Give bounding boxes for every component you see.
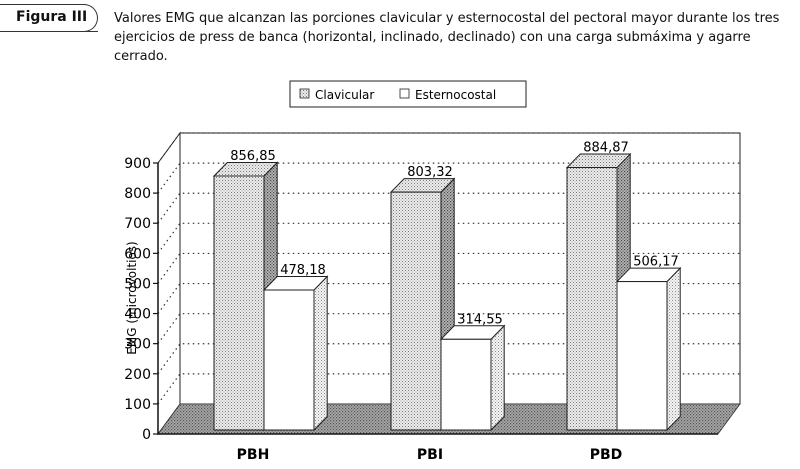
y-tick-label: 400: [124, 307, 151, 323]
bar-esternocostal-side: [490, 324, 505, 432]
y-tick-label: 100: [124, 397, 151, 413]
y-axis-title: EMG (microvoltios): [125, 241, 139, 354]
gridline: [157, 313, 740, 345]
bar-esternocostal: [440, 338, 492, 431]
bar-clavicular: [566, 167, 618, 431]
gridline: [157, 343, 740, 375]
bar-esternocostal: [616, 281, 668, 431]
x-category-label: PBD: [590, 447, 623, 463]
gridline: [157, 192, 740, 224]
y-tick-label: 300: [124, 337, 151, 353]
legend: Clavicular Esternocostal: [289, 80, 527, 108]
figure-caption: Valores EMG que alcanzan las porciones c…: [114, 11, 780, 64]
bar-clavicular: [390, 191, 442, 431]
gridline: [157, 373, 740, 405]
legend-label-clavicular: Clavicular: [315, 88, 374, 102]
gridline: [157, 162, 740, 194]
bar-esternocostal-group: [262, 275, 329, 432]
side-wall: [157, 131, 181, 436]
legend-swatch-esternocostal: [399, 88, 410, 99]
bar-esternocostal-value-label: 506,17: [633, 255, 679, 270]
bar-esternocostal-side: [666, 266, 681, 432]
figure-label: Figura III: [16, 9, 88, 25]
bar-clavicular-group: [212, 161, 279, 432]
x-category-label: PBI: [417, 447, 443, 463]
x-category-label: PBH: [237, 447, 270, 463]
bar-clavicular: [213, 175, 265, 431]
bar-esternocostal-group: [615, 266, 682, 432]
y-tick-label: 700: [124, 216, 151, 232]
gridline: [157, 282, 740, 314]
gridline: [157, 252, 740, 284]
y-tick-label: 0: [142, 427, 151, 443]
y-tick-label: 500: [124, 276, 151, 292]
plot-area: 0 100 200 300 400 500 600 700 800 900 856,85 478,18…: [124, 131, 741, 463]
bar-esternocostal-side: [313, 275, 328, 432]
y-tick-label: 800: [124, 186, 151, 202]
y-tick-label: 900: [124, 156, 151, 172]
y-tick-label: 200: [124, 367, 151, 383]
bar-clavicular-value-label: 856,85: [230, 149, 276, 164]
gridline: [157, 222, 740, 254]
bar-clavicular-group: [389, 177, 456, 432]
figure-label-rule: [0, 31, 98, 32]
bar-esternocostal-value-label: 314,55: [457, 312, 503, 327]
legend-swatch-clavicular: [299, 88, 310, 99]
bar-clavicular-value-label: 884,87: [583, 141, 629, 156]
bar-esternocostal-group: [439, 324, 506, 432]
bar-esternocostal: [263, 289, 315, 431]
bar-esternocostal-value-label: 478,18: [280, 263, 326, 278]
legend-label-esternocostal: Esternocostal: [415, 88, 496, 102]
y-tick-label: 600: [124, 246, 151, 262]
bar-clavicular-value-label: 803,32: [407, 165, 453, 180]
gridline: [157, 132, 740, 164]
